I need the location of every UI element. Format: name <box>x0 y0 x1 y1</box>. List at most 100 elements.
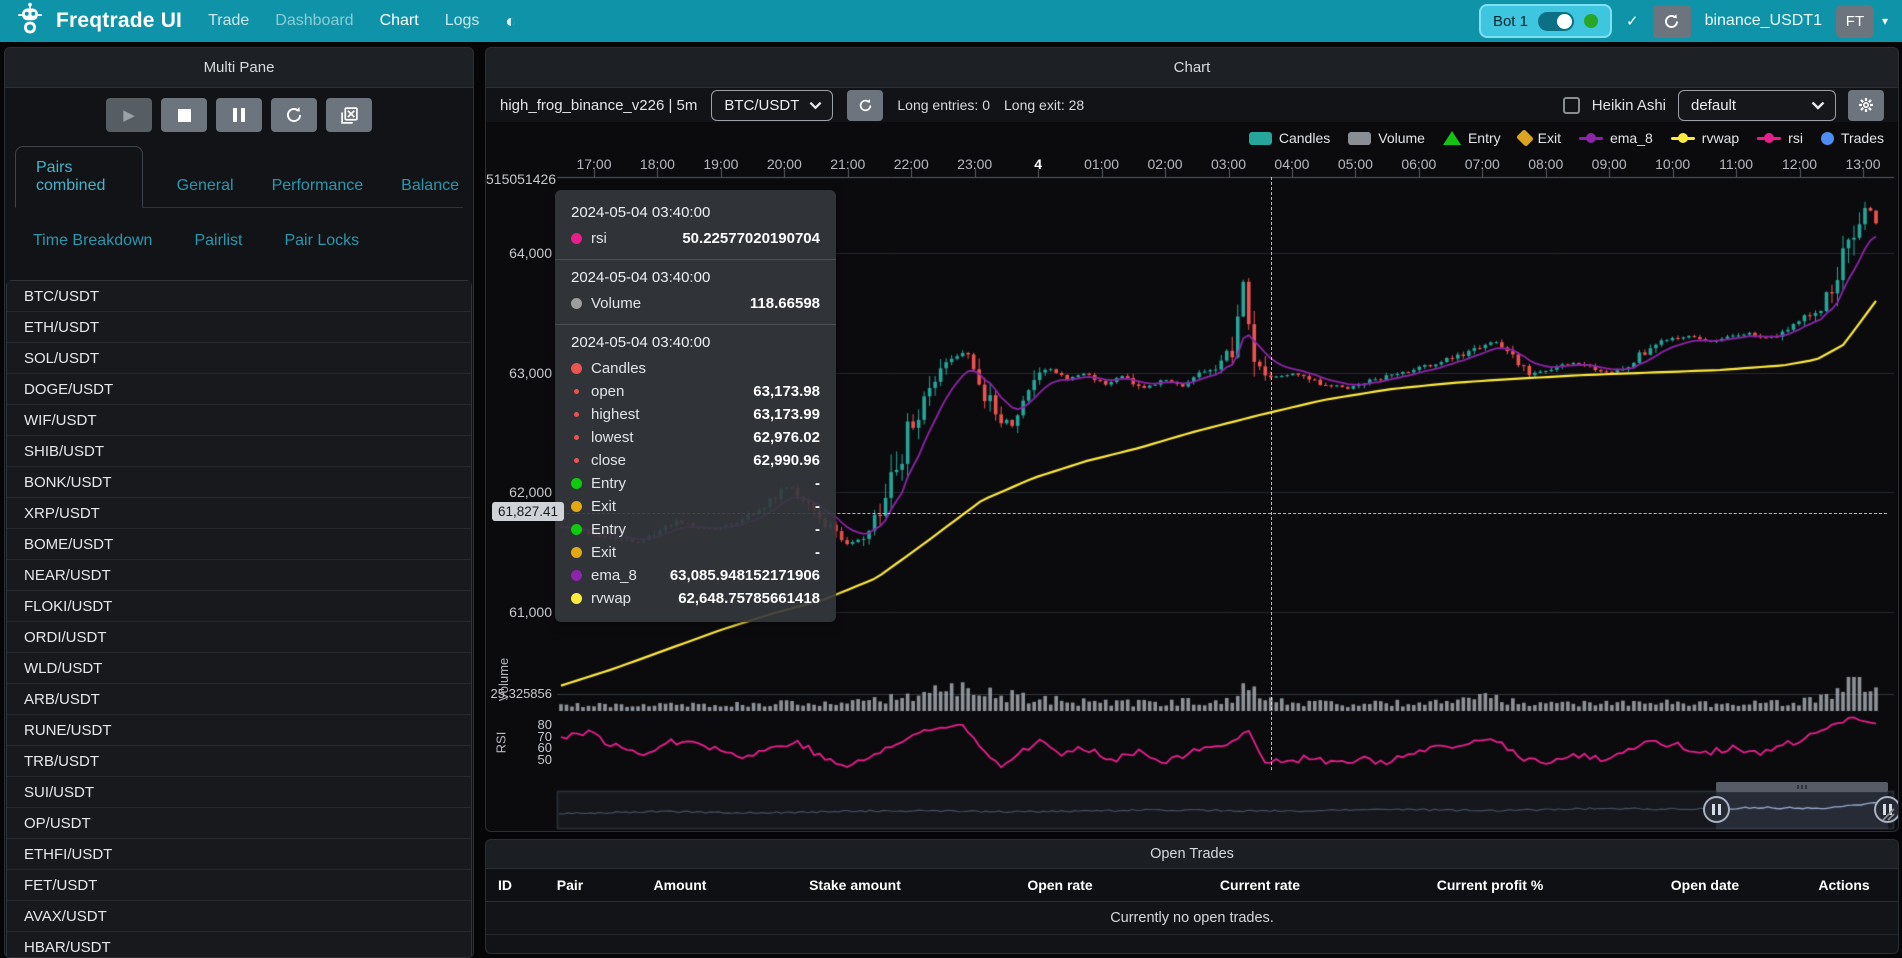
legend-item-volume[interactable]: Volume <box>1348 130 1425 146</box>
x-axis-tick: 06:00 <box>1401 156 1437 172</box>
tooltip-value: - <box>815 521 820 538</box>
pair-select[interactable]: BTC/USDT <box>711 89 834 121</box>
tab-pair-locks[interactable]: Pair Locks <box>284 232 360 249</box>
nav-link-trade[interactable]: Trade <box>208 12 250 29</box>
refresh-button[interactable] <box>271 98 317 132</box>
tooltip-value: 63,173.99 <box>753 406 820 423</box>
bot-toggle[interactable] <box>1537 11 1574 31</box>
datazoom-move-bar[interactable] <box>1716 782 1888 792</box>
play-button[interactable]: ▶ <box>106 98 152 132</box>
gear-icon <box>1859 98 1873 112</box>
pair-row-arb[interactable]: ARB/USDT <box>7 684 471 715</box>
pair-row-xrp[interactable]: XRP/USDT <box>7 498 471 529</box>
tooltip-row-ema_8: ema_8 63,085.948152171906 <box>571 564 820 587</box>
user-avatar[interactable]: FT <box>1835 4 1874 38</box>
column-header-current-profit-%[interactable]: Current profit % <box>1360 869 1620 902</box>
datazoom-left-handle[interactable] <box>1703 796 1730 823</box>
bot-selector[interactable]: Bot 1 <box>1478 4 1612 38</box>
x-axis-tick: 05:00 <box>1337 156 1373 172</box>
app-title: Freqtrade UI <box>56 9 183 32</box>
pair-row-avax[interactable]: AVAX/USDT <box>7 901 471 932</box>
pair-row-ethfi[interactable]: ETHFI/USDT <box>7 839 471 870</box>
rsi-axis-tick: 50 <box>537 751 552 767</box>
column-header-stake-amount[interactable]: Stake amount <box>750 869 960 902</box>
pair-row-sui[interactable]: SUI/USDT <box>7 777 471 808</box>
open-trades-header: Open Trades <box>486 840 1898 869</box>
legend-item-trades[interactable]: Trades <box>1820 130 1884 146</box>
x-axis-tick: 04:00 <box>1274 156 1310 172</box>
tab-balance[interactable]: Balance <box>401 177 459 194</box>
tooltip-value: - <box>815 498 820 515</box>
chart-tooltip: 2024-05-04 03:40:00 rsi 50.22577020190704 2… <box>555 190 836 622</box>
price-axis-tick: 64,000 <box>509 245 552 261</box>
chart-panel-header[interactable]: Chart <box>486 48 1898 88</box>
pair-row-wld[interactable]: WLD/USDT <box>7 653 471 684</box>
tab-pairs-combined[interactable]: Pairs combined <box>15 146 143 208</box>
pair-row-ordi[interactable]: ORDI/USDT <box>7 622 471 653</box>
resize-grip-icon[interactable] <box>1880 806 1895 821</box>
pair-row-sol[interactable]: SOL/USDT <box>7 343 471 374</box>
pair-row-wif[interactable]: WIF/USDT <box>7 405 471 436</box>
legend-item-rvwap[interactable]: rvwap <box>1670 130 1739 146</box>
freqtrade-logo <box>14 2 46 41</box>
tab-pairlist[interactable]: Pairlist <box>194 232 243 249</box>
crosshair-price-label: 61,827.41 <box>492 502 565 521</box>
pair-row-bome[interactable]: BOME/USDT <box>7 529 471 560</box>
stop-button[interactable] <box>161 98 207 132</box>
reload-button[interactable] <box>1652 4 1691 38</box>
x-axis-tick: 4 <box>1034 156 1043 172</box>
theme-toggle-icon[interactable]: ◐ <box>505 10 517 31</box>
pair-row-btc[interactable]: BTC/USDT <box>7 281 471 312</box>
column-header-current-rate[interactable]: Current rate <box>1160 869 1360 902</box>
legend-item-rsi[interactable]: rsi <box>1757 130 1803 146</box>
candles-legend-icon <box>1248 131 1272 145</box>
tab-time-breakdown[interactable]: Time Breakdown <box>33 232 153 249</box>
legend-item-ema_8[interactable]: ema_8 <box>1578 130 1653 146</box>
pair-row-floki[interactable]: FLOKI/USDT <box>7 591 471 622</box>
ema_8-legend-icon <box>1578 133 1603 143</box>
legend-label: Candles <box>1278 130 1331 146</box>
tooltip-label: Exit <box>591 544 617 561</box>
pair-row-rune[interactable]: RUNE/USDT <box>7 715 471 746</box>
pair-row-eth[interactable]: ETH/USDT <box>7 312 471 343</box>
column-header-id[interactable]: ID <box>486 869 530 902</box>
plot-settings-gear-button[interactable] <box>1848 89 1884 121</box>
x-axis-tick: 22:00 <box>893 156 929 172</box>
column-header-pair[interactable]: Pair <box>530 869 610 902</box>
close-multipane-button[interactable] <box>326 98 372 132</box>
tooltip-label: open <box>591 383 625 400</box>
x-axis-tick: 20:00 <box>766 156 802 172</box>
nav-link-chart[interactable]: Chart <box>379 12 419 29</box>
column-header-actions[interactable]: Actions <box>1790 869 1898 902</box>
legend-label: Entry <box>1467 130 1501 146</box>
legend-item-exit[interactable]: Exit <box>1515 129 1561 147</box>
tab-performance[interactable]: Performance <box>271 177 364 194</box>
tooltip-value: 63,173.98 <box>753 383 820 400</box>
pair-row-shib[interactable]: SHIB/USDT <box>7 436 471 467</box>
price-axis-tick: 63,000 <box>509 364 552 381</box>
pair-row-trb[interactable]: TRB/USDT <box>7 746 471 777</box>
nav-link-logs[interactable]: Logs <box>444 12 480 29</box>
tooltip-label: highest <box>591 406 640 423</box>
x-axis-tick: 13:00 <box>1845 156 1881 172</box>
tooltip-label: ema_8 <box>591 567 637 584</box>
column-header-amount[interactable]: Amount <box>610 869 750 902</box>
pair-row-op[interactable]: OP/USDT <box>7 808 471 839</box>
pair-row-doge[interactable]: DOGE/USDT <box>7 374 471 405</box>
pair-row-bonk[interactable]: BONK/USDT <box>7 467 471 498</box>
chart-refresh-button[interactable] <box>847 89 884 121</box>
heikin-ashi-checkbox[interactable] <box>1562 96 1580 114</box>
tab-general[interactable]: General <box>176 177 234 194</box>
multi-pane-header[interactable]: Multi Pane <box>5 48 473 88</box>
plot-config-select[interactable]: default <box>1678 89 1836 121</box>
pause-button[interactable] <box>216 98 262 132</box>
avatar-caret-icon[interactable]: ▾ <box>1881 14 1888 28</box>
pair-row-near[interactable]: NEAR/USDT <box>7 560 471 591</box>
pair-row-hbar[interactable]: HBAR/USDT <box>7 932 471 957</box>
column-header-open-date[interactable]: Open date <box>1620 869 1790 902</box>
column-header-open-rate[interactable]: Open rate <box>960 869 1160 902</box>
legend-item-entry[interactable]: Entry <box>1442 130 1501 146</box>
nav-link-dashboard[interactable]: Dashboard <box>275 12 354 29</box>
legend-item-candles[interactable]: Candles <box>1248 130 1331 146</box>
pair-row-fet[interactable]: FET/USDT <box>7 870 471 901</box>
